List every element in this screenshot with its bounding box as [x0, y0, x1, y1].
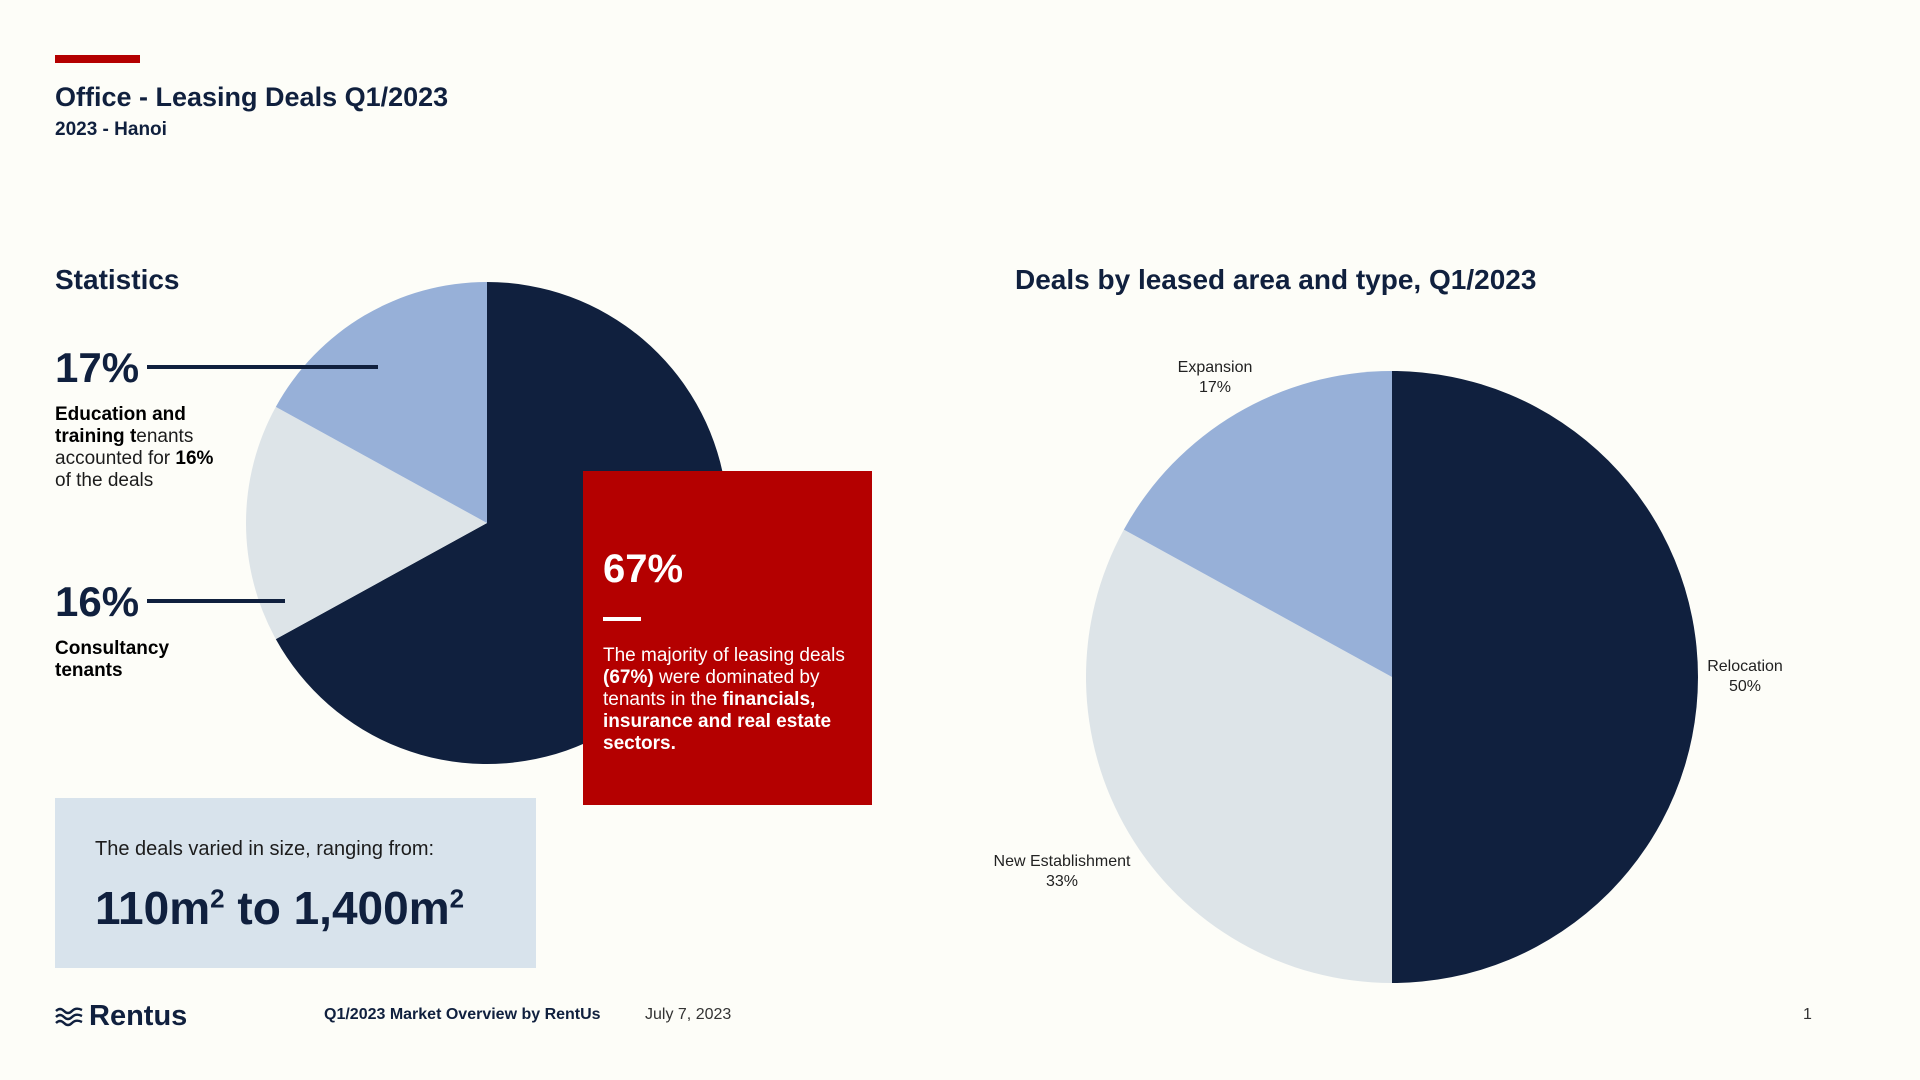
highlight-text-bold-2: financials, insurance and real estate se… [603, 689, 832, 754]
expansion-label-name: Expansion [1177, 359, 1253, 376]
highlight-pct: 67% [603, 547, 684, 591]
relocation-label-name: Relocation [1707, 658, 1783, 675]
consultancy-desc-text: Consultancy tenants [55, 638, 170, 681]
statistics-slice-education-and-training [275, 282, 487, 523]
consultancy-pct: 16% [55, 578, 140, 625]
new-establishment-label-name: New Establishment [993, 853, 1131, 870]
deals-slice-relocation [1392, 371, 1698, 983]
education-pct: 17% [55, 344, 140, 391]
deals-pie-chart [1086, 371, 1698, 983]
page-title: Office - Leasing Deals Q1/2023 [55, 82, 449, 112]
footer-source: Q1/2023 Market Overview by RentUs [324, 1006, 601, 1023]
accent-bar [55, 55, 140, 63]
highlight-dash [603, 617, 641, 621]
education-description: Education and training tenants accounted… [55, 404, 220, 492]
new-establishment-label: New Establishment 33% [977, 852, 1147, 892]
page-subtitle: 2023 - Hanoi [55, 119, 167, 140]
range-from: 110m [95, 882, 211, 934]
page-number: 1 [1803, 1006, 1812, 1023]
new-establishment-label-pct: 33% [1045, 873, 1079, 890]
education-desc-share: 16% [175, 448, 214, 469]
range-from-sup: 2 [210, 883, 225, 914]
highlight-text-1: The majority of leasing deals [603, 645, 845, 666]
consultancy-leader-line [147, 599, 285, 603]
highlight-text-bold-1: (67%) [603, 667, 654, 688]
education-desc-bold: Education and training t [55, 404, 186, 447]
deals-chart-title: Deals by leased area and type, Q1/2023 [1015, 264, 1537, 295]
statistics-slice-consultancy [246, 406, 487, 640]
education-leader-line [147, 365, 378, 369]
deals-slice-expansion [1123, 371, 1392, 677]
range-to-sup: 2 [449, 883, 465, 914]
consultancy-description: Consultancy tenants [55, 638, 195, 682]
waves-icon [55, 1007, 83, 1026]
education-desc-tail: of the deals [55, 470, 154, 491]
expansion-label-pct: 17% [1198, 379, 1232, 396]
statistics-title: Statistics [55, 264, 180, 295]
logo-text: Rentus [89, 1000, 188, 1032]
highlight-text-2: were dominated by tenants in the [603, 667, 820, 710]
expansion-label: Expansion 17% [1165, 358, 1265, 398]
footer-logo: Rentus [55, 1000, 187, 1033]
range-to-word: to [224, 882, 294, 934]
relocation-label: Relocation 50% [1690, 657, 1800, 697]
relocation-label-pct: 50% [1728, 678, 1762, 695]
deals-slice-new-establishment [1086, 529, 1392, 983]
size-range-value: 110m2 to 1,400m2 [95, 881, 536, 935]
highlight-box: 67% The majority of leasing deals (67%) … [583, 471, 872, 805]
highlight-text: The majority of leasing deals (67%) were… [603, 645, 852, 755]
size-range-box: The deals varied in size, ranging from: … [55, 798, 536, 968]
education-desc-text: enants accounted for [55, 426, 194, 469]
range-to: 1,400m [293, 882, 450, 934]
footer-date: July 7, 2023 [645, 1006, 732, 1023]
size-range-intro: The deals varied in size, ranging from: [95, 838, 435, 860]
